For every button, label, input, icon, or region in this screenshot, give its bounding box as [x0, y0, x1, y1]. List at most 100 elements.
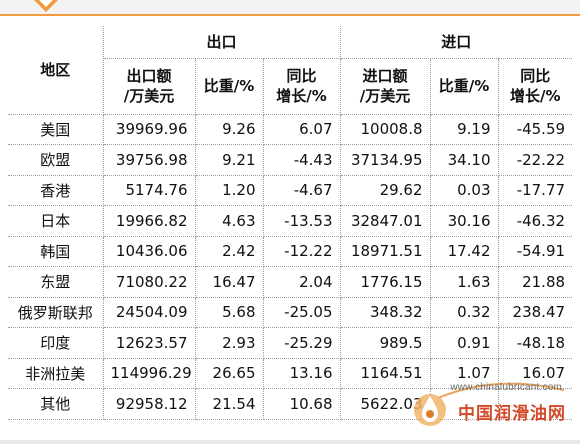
header-row-columns: 出口额/万美元 比重/% 同比增长/% 进口额/万美元 比重/% 同比增长/%	[8, 58, 573, 115]
import-amount-cell: 37134.95	[340, 144, 431, 176]
import-share-cell: 0.91	[430, 327, 499, 359]
export-share-cell: 1.20	[195, 175, 264, 206]
top-decoration-bar	[0, 0, 580, 16]
import-amount-header-l2: /万美元	[359, 87, 411, 105]
table-body: 美国 39969.96 9.26 6.07 10008.8 9.19 -45.59 欧盟 397…	[8, 114, 573, 420]
export-amount-cell: 71080.22	[103, 266, 196, 298]
export-growth-header-l1: 同比	[286, 66, 317, 85]
table-row: 韩国 10436.06 2.42 -12.22 18971.51 17.42 -54.91	[8, 236, 573, 267]
header-row-groups: 地区 出口 进口	[8, 26, 573, 115]
trade-table: 地区 出口 进口 出口额/万美元 比重/% 同比增长/% 进口额/万美元 比重/…	[8, 26, 573, 420]
import-growth-cell: -17.77	[498, 175, 573, 206]
export-share-cell: 26.65	[195, 358, 264, 389]
table-row: 美国 39969.96 9.26 6.07 10008.8 9.19 -45.59	[8, 114, 573, 145]
table-row: 俄罗斯联邦 24504.09 5.68 -25.05 348.32 0.32 238.47	[8, 297, 573, 328]
export-amount-cell: 39756.98	[103, 144, 196, 176]
import-amount-cell: 1164.51	[340, 358, 431, 389]
export-share-cell: 4.63	[195, 205, 264, 237]
import-growth-cell: -54.91	[498, 236, 573, 267]
import-growth-header-l1: 同比	[520, 66, 551, 85]
swoosh-icon	[437, 382, 565, 399]
export-growth-header: 同比增长/%	[263, 58, 341, 115]
import-amount-cell: 348.32	[340, 297, 431, 328]
export-growth-cell: 6.07	[263, 114, 341, 145]
export-share-cell: 5.68	[195, 297, 264, 328]
export-growth-cell: -4.43	[263, 144, 341, 176]
orange-chevron-icon	[34, 0, 58, 12]
export-amount-header-l1: 出口额	[126, 66, 172, 85]
region-cell: 非洲拉美	[8, 358, 104, 389]
import-amount-cell: 32847.01	[340, 205, 431, 237]
region-cell: 欧盟	[8, 144, 104, 176]
export-share-cell: 2.42	[195, 236, 264, 267]
region-cell: 印度	[8, 327, 104, 359]
export-growth-cell: -25.05	[263, 297, 341, 328]
region-cell: 香港	[8, 175, 104, 206]
export-amount-cell: 39969.96	[103, 114, 196, 145]
table-row: 非洲拉美 114996.29 26.65 13.16 1164.51 1.07 16.07	[8, 358, 573, 389]
import-share-header: 比重/%	[430, 58, 499, 115]
import-share-cell: 1.07	[430, 358, 499, 389]
export-amount-cell: 114996.29	[103, 358, 196, 389]
table-row: 东盟 71080.22 16.47 2.04 1776.15 1.63 21.88	[8, 266, 573, 298]
import-growth-cell: 238.47	[498, 297, 573, 328]
watermark-url: www.chinalubricant.com	[450, 382, 562, 393]
export-growth-cell: -13.53	[263, 205, 341, 237]
export-growth-cell: -4.67	[263, 175, 341, 206]
export-growth-cell: -12.22	[263, 236, 341, 267]
export-amount-cell: 92958.12	[103, 388, 196, 420]
export-share-cell: 9.21	[195, 144, 264, 176]
import-share-cell: 9.19	[430, 114, 499, 145]
watermark-name: 中国润滑油网	[458, 404, 566, 424]
import-growth-header-l2: 增长/%	[510, 87, 561, 105]
import-growth-cell: -46.32	[498, 205, 573, 237]
import-growth-cell: 21.88	[498, 266, 573, 298]
region-header: 地区	[8, 26, 104, 115]
region-cell: 美国	[8, 114, 104, 145]
export-growth-cell: 10.68	[263, 388, 341, 420]
region-cell: 俄罗斯联邦	[8, 297, 104, 328]
import-amount-cell: 10008.8	[340, 114, 431, 145]
import-share-cell: 34.10	[430, 144, 499, 176]
export-growth-cell: 13.16	[263, 358, 341, 389]
export-share-cell: 21.54	[195, 388, 264, 420]
region-cell: 东盟	[8, 266, 104, 298]
export-amount-header: 出口额/万美元	[103, 58, 196, 115]
import-growth-cell	[498, 388, 573, 420]
table-row: 日本 19966.82 4.63 -13.53 32847.01 30.16 -46.32	[8, 205, 573, 237]
export-amount-cell: 10436.06	[103, 236, 196, 267]
import-amount-header-l1: 进口额	[362, 66, 408, 85]
export-amount-header-l2: /万美元	[123, 87, 175, 105]
import-share-cell: 0.32	[430, 297, 499, 328]
oil-drop-icon	[414, 394, 446, 426]
region-cell: 其他	[8, 388, 104, 420]
export-share-cell: 9.26	[195, 114, 264, 145]
import-amount-cell: 18971.51	[340, 236, 431, 267]
table-row: 欧盟 39756.98 9.21 -4.43 37134.95 34.10 -22.22	[8, 144, 573, 176]
table-row: 印度 12623.57 2.93 -25.29 989.5 0.91 -48.18	[8, 327, 573, 359]
export-amount-cell: 24504.09	[103, 297, 196, 328]
export-share-cell: 2.93	[195, 327, 264, 359]
export-growth-cell: -25.29	[263, 327, 341, 359]
bottom-decoration-bar	[0, 440, 580, 444]
region-cell: 韩国	[8, 236, 104, 267]
import-amount-cell: 29.62	[340, 175, 431, 206]
export-growth-header-l2: 增长/%	[276, 87, 327, 105]
export-share-header: 比重/%	[195, 58, 264, 115]
import-amount-cell: 1776.15	[340, 266, 431, 298]
import-share-cell: 1.63	[430, 266, 499, 298]
export-amount-cell: 12623.57	[103, 327, 196, 359]
import-growth-header: 同比增长/%	[498, 58, 573, 115]
export-growth-cell: 2.04	[263, 266, 341, 298]
export-amount-cell: 19966.82	[103, 205, 196, 237]
import-share-cell: 17.42	[430, 236, 499, 267]
import-growth-cell: -45.59	[498, 114, 573, 145]
watermark-logo: www.chinalubricant.com 中国润滑油网	[406, 380, 576, 436]
import-amount-cell: 989.5	[340, 327, 431, 359]
import-growth-cell: -22.22	[498, 144, 573, 176]
import-share-cell: 0.03	[430, 175, 499, 206]
table-row: 香港 5174.76 1.20 -4.67 29.62 0.03 -17.77	[8, 175, 573, 206]
import-share-cell: 30.16	[430, 205, 499, 237]
region-cell: 日本	[8, 205, 104, 237]
import-group-header: 进口	[340, 26, 573, 59]
